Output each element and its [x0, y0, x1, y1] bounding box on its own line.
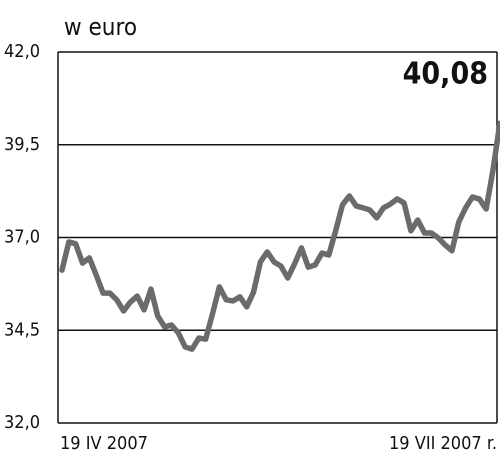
price-line — [59, 120, 500, 352]
x-tick-label: 19 VII 2007 r. — [389, 433, 497, 454]
y-tick-label: 34,5 — [4, 319, 40, 340]
chart-title: w euro — [64, 13, 137, 41]
x-tick-label: 19 IV 2007 — [60, 433, 148, 454]
value-label: 40,08 — [403, 57, 488, 92]
y-tick-label: 32,0 — [4, 412, 40, 433]
y-tick-label: 39,5 — [4, 134, 40, 155]
y-tick-label: 42,0 — [4, 41, 40, 62]
y-tick-label: 37,0 — [4, 227, 40, 248]
